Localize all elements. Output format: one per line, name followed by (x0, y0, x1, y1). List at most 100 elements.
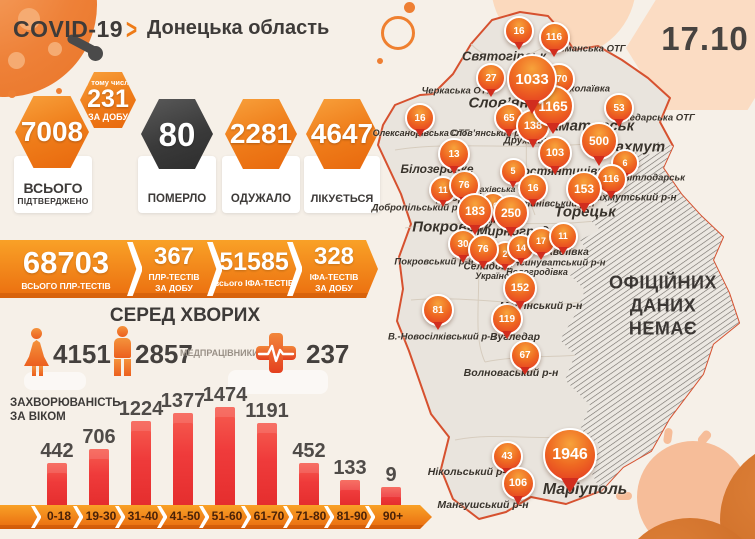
virus-outline-icon (381, 16, 415, 50)
age-axis-label: 41-50 (169, 509, 201, 523)
map-pin-value: 1165 (538, 98, 568, 114)
daily-cases-value: 231 (87, 85, 129, 113)
map-pin: 152 (503, 271, 537, 310)
virus-arm-dot (88, 46, 103, 61)
no-data-line: НЕМАЄ (628, 318, 698, 339)
icon-backdrop (24, 372, 86, 390)
age-bar (173, 413, 193, 505)
map-pin: 76 (467, 233, 499, 269)
map-pin-label: Бахмутський р-н (589, 192, 677, 204)
map-pin-value: 116 (545, 31, 563, 43)
map-pin-label: Українськ (475, 271, 519, 281)
map-pin-label: Соледарська ОТГ (611, 112, 695, 124)
age-bar (131, 421, 151, 505)
map-pin-label: Селидове (463, 261, 513, 273)
virus-dot (56, 88, 62, 94)
age-axis-label: 61-70 (253, 509, 285, 523)
pcr-daily-label-line2: ЗА ДОБУ (155, 282, 193, 293)
ifa-daily-label-line2: ЗА ДОБУ (315, 282, 353, 293)
recovered-value: 2281 (229, 118, 293, 149)
no-data-line: ДАНИХ (629, 295, 697, 316)
map-pin-label: Мангушський р-н (437, 499, 529, 511)
map-pin-label: Новогродівка (506, 267, 568, 277)
ifa-daily-value: 328 (313, 242, 355, 270)
map-pin-value: 116 (602, 173, 620, 185)
daily-suffix: ЗА ДОБУ (88, 112, 128, 122)
women-cases-value: 4151 (53, 339, 111, 369)
map-pin: 116 (538, 21, 570, 57)
age-axis-label: 0-18 (46, 509, 72, 523)
age-bar-value: 1474 (202, 384, 248, 406)
map-pin: 11 (548, 221, 578, 255)
age-axis-label: 51-60 (211, 509, 243, 523)
age-bar-value: 442 (40, 440, 74, 462)
map-pin-value: 67 (519, 349, 531, 361)
age-bar-value: 1191 (245, 400, 289, 422)
map-pin-label: Покровський р-н (394, 256, 474, 268)
map-pin-label: Слов’янський р-н (449, 128, 529, 138)
men-cases-value: 2857 (135, 339, 193, 369)
ifa-total-segment: 51585 всього ІФА-ТЕСТІВ (192, 242, 316, 296)
pcr-daily-value: 367 (153, 242, 195, 270)
map-pin-value: 16 (527, 182, 539, 194)
no-official-data-note: ОФІЦІЙНИХ ДАНИХ НЕМАЄ (609, 271, 717, 340)
no-data-hatch-pattern (560, 142, 739, 491)
map-pin-value: 6 (622, 158, 628, 168)
map-pin-label: Ясинуватський р-н (512, 257, 606, 269)
age-axis-label: 19-30 (85, 509, 117, 523)
age-axis-label: 90+ (382, 509, 404, 523)
map-pin-label: Маріуполь (542, 481, 628, 498)
age-axis-label: 31-40 (127, 509, 159, 523)
age-bar-value: 9 (385, 464, 397, 486)
map-pin: 43 (491, 440, 523, 476)
map-pin-value: 2 (502, 249, 508, 259)
pcr-daily-segment: 367 ПЛР-ТЕСТІВ ЗА ДОБУ (112, 242, 236, 296)
map-pin-value: 13 (448, 148, 460, 160)
map-pin-value: 106 (508, 477, 528, 489)
map-pin-value: 16 (513, 25, 525, 37)
treated-label: ЛІКУЄТЬСЯ (310, 193, 374, 206)
age-bar (340, 480, 360, 505)
map-pin-label: Черкаська ОТГ (421, 85, 493, 97)
age-bar (299, 463, 319, 505)
map-pin: 500 (580, 122, 618, 166)
ifa-daily-segment: 328 ІФА-ТЕСТІВ ЗА ДОБУ (272, 242, 396, 296)
confirmed-label: ВСЬОГО (23, 179, 83, 196)
map-pin-value: 153 (573, 182, 595, 196)
tests-ribbon (0, 240, 378, 298)
map-pin: 16 (504, 16, 534, 50)
map-pin: 153 (566, 171, 602, 213)
map-pin-value: 1033 (515, 70, 549, 88)
virus-spot (18, 8, 40, 30)
map-pin-value: 500 (588, 134, 610, 148)
chart-title-line2: ЗА ВІКОМ (10, 411, 66, 424)
map-pin-value: 183 (464, 204, 486, 218)
map-pin-value: 16 (414, 112, 426, 124)
map-pin: 16 (518, 173, 548, 207)
confirmed-value: 7008 (20, 116, 84, 147)
covid-logo: COVID-19 (13, 16, 124, 42)
age-bar (257, 423, 277, 505)
map-pin-value: 76 (477, 243, 489, 255)
map-pin-value: 152 (510, 282, 530, 294)
map-pin-value: 119 (498, 313, 516, 325)
map-pin-value: 138 (523, 120, 543, 132)
age-axis-label: 71-80 (295, 509, 327, 523)
medics-cases-value: 237 (306, 339, 350, 369)
map-pin-label: Світлодарськ (617, 172, 685, 184)
report-date: 17.10 (661, 20, 749, 57)
age-bar-value: 133 (333, 457, 367, 479)
map-pin-label: Шахівська ОТГ (471, 184, 535, 194)
map-pin-value: 65 (503, 112, 515, 124)
map-pin: 67 (509, 339, 541, 375)
treated-value: 4647 (310, 118, 374, 149)
pcr-total-value: 68703 (22, 244, 110, 280)
daily-note: у тому числі (85, 78, 131, 87)
virus-spike (616, 492, 632, 500)
confirmed-sublabel: ПІДТВЕРДЖЕНО (17, 196, 89, 206)
age-axis-band (0, 505, 432, 529)
died-label: ПОМЕРЛО (147, 192, 207, 205)
map-pin-value: 81 (432, 304, 444, 316)
map-pin-value: 53 (613, 102, 625, 114)
